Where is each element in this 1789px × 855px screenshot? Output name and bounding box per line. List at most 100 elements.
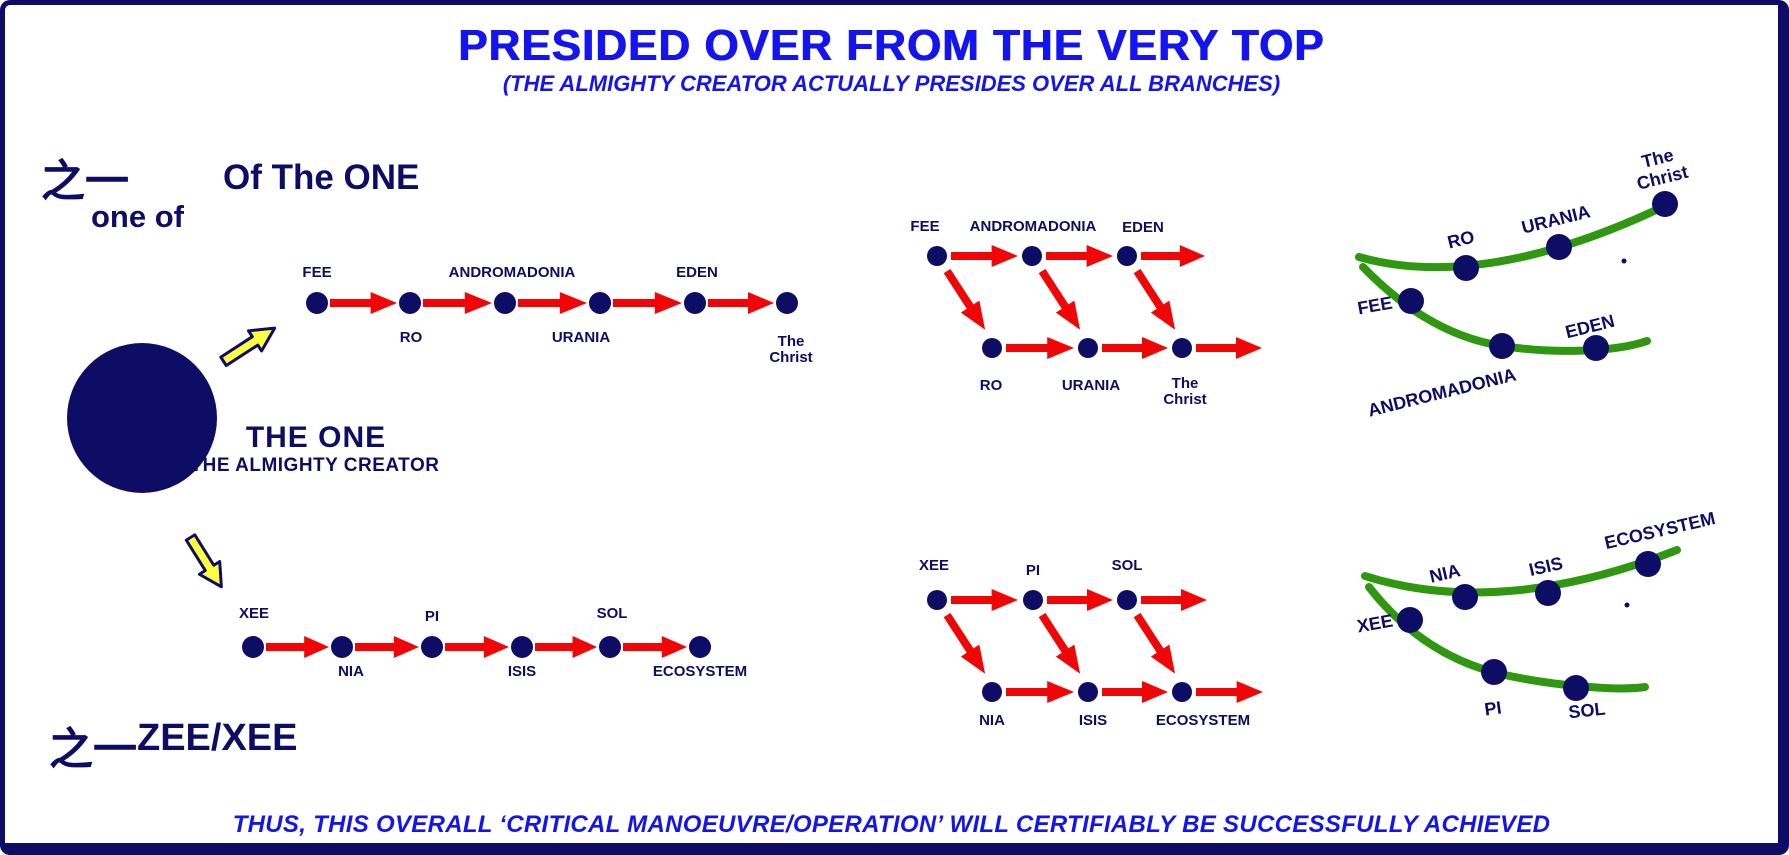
- red-arrow: [951, 245, 1018, 267]
- node-label-pi: PI: [424, 608, 440, 625]
- red-arrow: [951, 589, 1018, 611]
- node-label-nia: NIA: [338, 663, 364, 680]
- node-label-ecosystem: ECOSYSTEM: [1155, 712, 1251, 729]
- the-one-label: THE ONE: [245, 421, 387, 454]
- node-dot: [1023, 590, 1043, 610]
- node-dot: [684, 292, 706, 314]
- node-dot: [1453, 255, 1479, 281]
- node-dot: [1563, 675, 1589, 701]
- node-label-urania: URANIA: [551, 329, 611, 346]
- branch-zee-chain: [242, 636, 711, 658]
- stray-mark: [1624, 602, 1630, 608]
- node-label-andromadonia: ANDROMADONIA: [969, 218, 1097, 235]
- node-dot: [1172, 682, 1192, 702]
- red-arrow: [1102, 681, 1168, 703]
- node-label-nia: NIA: [979, 712, 1005, 729]
- yellow-arrow-icon: [178, 529, 234, 595]
- node-dot: [1117, 590, 1137, 610]
- node-dot: [421, 636, 443, 658]
- node-label-the-christ: The Christ: [769, 333, 813, 366]
- node-label-pi: PI: [1025, 562, 1041, 579]
- node-dot: [242, 636, 264, 658]
- node-label-xee: XEE: [918, 557, 950, 574]
- node-label-fee: FEE: [910, 218, 940, 235]
- footer-text: THUS, THIS OVERALL ‘CRITICAL MANOEUVRE/O…: [232, 811, 1551, 838]
- node-dot: [927, 246, 947, 266]
- branch-one-chain: [306, 292, 798, 314]
- node-label-sol: SOL: [1567, 698, 1607, 723]
- of-the-one-heading: Of The ONE: [223, 158, 420, 197]
- node-dot: [1078, 682, 1098, 702]
- node-label-fee: FEE: [302, 264, 332, 281]
- node-dot: [1398, 288, 1424, 314]
- node-label-isis: ISIS: [1078, 712, 1108, 729]
- red-arrow: [445, 636, 509, 658]
- red-arrow: [1102, 337, 1168, 359]
- cjk-zee-label: 之一: [49, 725, 137, 774]
- node-label-isis: ISIS: [507, 663, 537, 680]
- node-dot: [1078, 338, 1098, 358]
- node-dot: [1022, 246, 1042, 266]
- page-title: PRESIDED OVER FROM THE VERY TOP: [458, 21, 1325, 70]
- branch-one-two-row: [927, 245, 1262, 359]
- node-dot: [927, 590, 947, 610]
- green-curve: [1355, 198, 1677, 272]
- red-arrow: [330, 292, 397, 314]
- node-label-ecosystem: ECOSYSTEM: [652, 663, 748, 680]
- node-label-xee: XEE: [238, 605, 270, 622]
- node-dot: [1117, 246, 1137, 266]
- red-arrow-diagonal: [1032, 609, 1090, 680]
- cjk-one-of-label: 之一: [41, 157, 129, 206]
- branch-zee-curves: [1361, 546, 1681, 701]
- red-arrow: [1047, 589, 1113, 611]
- diagram-canvas: [67, 191, 1681, 703]
- red-arrow: [1196, 337, 1262, 359]
- red-arrow: [708, 292, 774, 314]
- zee-xee-heading: ZEE/XEE: [137, 717, 298, 759]
- green-curve: [1361, 546, 1681, 597]
- the-one-circle: [67, 343, 217, 493]
- node-dot: [1583, 335, 1609, 361]
- red-arrow-diagonal: [937, 265, 995, 336]
- node-label-eden: EDEN: [676, 264, 718, 281]
- node-dot: [1489, 333, 1515, 359]
- node-label-ro: RO: [979, 377, 1003, 394]
- red-arrow: [623, 636, 687, 658]
- node-dot: [1652, 191, 1678, 217]
- node-dot: [776, 292, 798, 314]
- branch-one-curves: [1355, 191, 1678, 361]
- node-dot: [599, 636, 621, 658]
- node-dot: [511, 636, 533, 658]
- node-dot: [1635, 551, 1661, 577]
- node-dot: [1535, 580, 1561, 606]
- node-label-urania: URANIA: [1061, 377, 1121, 394]
- node-dot: [1397, 607, 1423, 633]
- red-arrow: [1046, 245, 1113, 267]
- green-curve: [1365, 583, 1649, 693]
- node-dot: [1452, 584, 1478, 610]
- node-label-pi: PI: [1483, 697, 1503, 720]
- node-label-ro: RO: [399, 329, 423, 346]
- one-of-label: one of: [91, 199, 184, 234]
- red-arrow: [1141, 589, 1207, 611]
- node-dot: [1172, 338, 1192, 358]
- red-arrow-diagonal: [1127, 265, 1185, 336]
- red-arrow: [1006, 337, 1074, 359]
- yellow-arrow-icon: [215, 316, 283, 373]
- node-dot: [1546, 234, 1572, 260]
- node-dot: [306, 292, 328, 314]
- red-arrow: [1006, 681, 1074, 703]
- red-arrow: [355, 636, 419, 658]
- node-label-sol: SOL: [596, 605, 628, 622]
- red-arrow: [535, 636, 597, 658]
- red-arrow: [518, 292, 587, 314]
- node-label-sol: SOL: [1111, 557, 1143, 574]
- node-dot: [982, 682, 1002, 702]
- red-arrow: [1141, 245, 1205, 267]
- branch-zee-two-row: [927, 589, 1263, 703]
- red-arrow-diagonal: [1127, 609, 1185, 680]
- stray-mark: [1621, 258, 1627, 264]
- red-arrow: [613, 292, 682, 314]
- red-arrow: [423, 292, 492, 314]
